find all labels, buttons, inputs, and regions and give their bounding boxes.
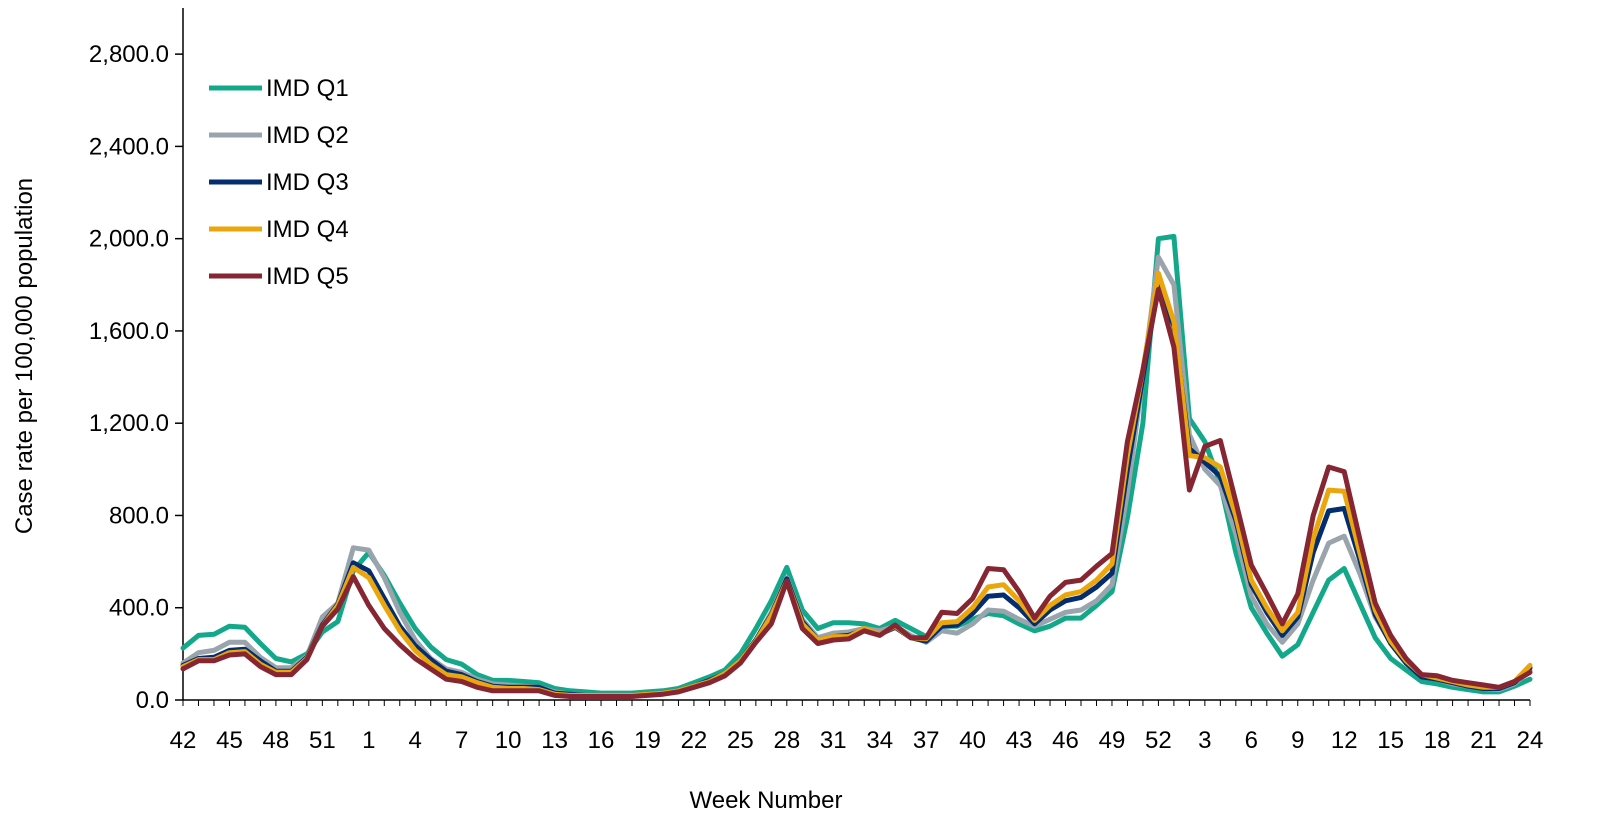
x-tick-label: 3 [1198,727,1211,754]
x-tick-label: 22 [681,727,708,754]
y-tick-label: 1,600.0 [89,318,169,345]
y-tick-label: 2,400.0 [89,133,169,160]
x-tick-label: 18 [1424,727,1451,754]
y-axis: 0.0 400.0 800.0 1,200.0 1,600.0 2,000.0 2,400.… [89,8,184,714]
x-tick-label: 34 [866,727,893,754]
y-tick-label: 2,800.0 [89,41,169,68]
x-tick-label: 37 [913,727,940,754]
x-tick-label: 1 [362,727,375,754]
x-tick-label: 4 [409,727,422,754]
legend-label: IMD Q4 [266,216,349,243]
y-tick-label: 2,000.0 [89,226,169,253]
legend-label: IMD Q1 [266,75,349,102]
series-line-imd-q5 [180,286,1533,699]
y-tick-label: 400.0 [109,595,169,622]
x-axis-title: Week Number [690,787,843,814]
series-line-imd-q1 [180,233,1533,696]
x-tick-label: 40 [959,727,986,754]
x-tick-label: 42 [170,727,197,754]
x-tick-label: 10 [495,727,522,754]
x-tick-label: 15 [1377,727,1404,754]
x-tick-label: 7 [455,727,468,754]
x-tick-label: 12 [1331,727,1358,754]
x-tick-label: 6 [1245,727,1258,754]
x-tick-label: 21 [1470,727,1497,754]
x-tick-label: 45 [216,727,243,754]
legend-label: IMD Q3 [266,169,349,196]
x-tick-label: 28 [773,727,800,754]
x-tick-label: 9 [1291,727,1304,754]
x-tick-label: 25 [727,727,754,754]
series-layer [180,233,1533,699]
x-tick-label: 24 [1517,727,1544,754]
x-tick-label: 51 [309,727,336,754]
x-tick-label: 19 [634,727,661,754]
legend-label: IMD Q5 [266,263,349,290]
y-tick-label: 1,200.0 [89,410,169,437]
y-tick-label: 0.0 [136,687,169,714]
x-tick-label: 49 [1099,727,1126,754]
legend-label: IMD Q2 [266,122,349,149]
y-tick-label: 800.0 [109,502,169,529]
x-tick-label: 13 [541,727,568,754]
x-tick-label: 31 [820,727,847,754]
x-axis: 42 45 48 51 1 4 7 10 13 16 19 22 25 28 31 34 37 40 43 46 49 5… [170,699,1544,754]
x-tick-label: 43 [1006,727,1033,754]
x-tick-label: 46 [1052,727,1079,754]
y-axis-title: Case rate per 100,000 population [11,178,38,534]
legend: IMD Q1 IMD Q2 IMD Q3 IMD Q4 IMD Q5 [209,75,349,290]
x-tick-label: 52 [1145,727,1172,754]
x-tick-label: 48 [263,727,290,754]
x-tick-label: 16 [588,727,615,754]
